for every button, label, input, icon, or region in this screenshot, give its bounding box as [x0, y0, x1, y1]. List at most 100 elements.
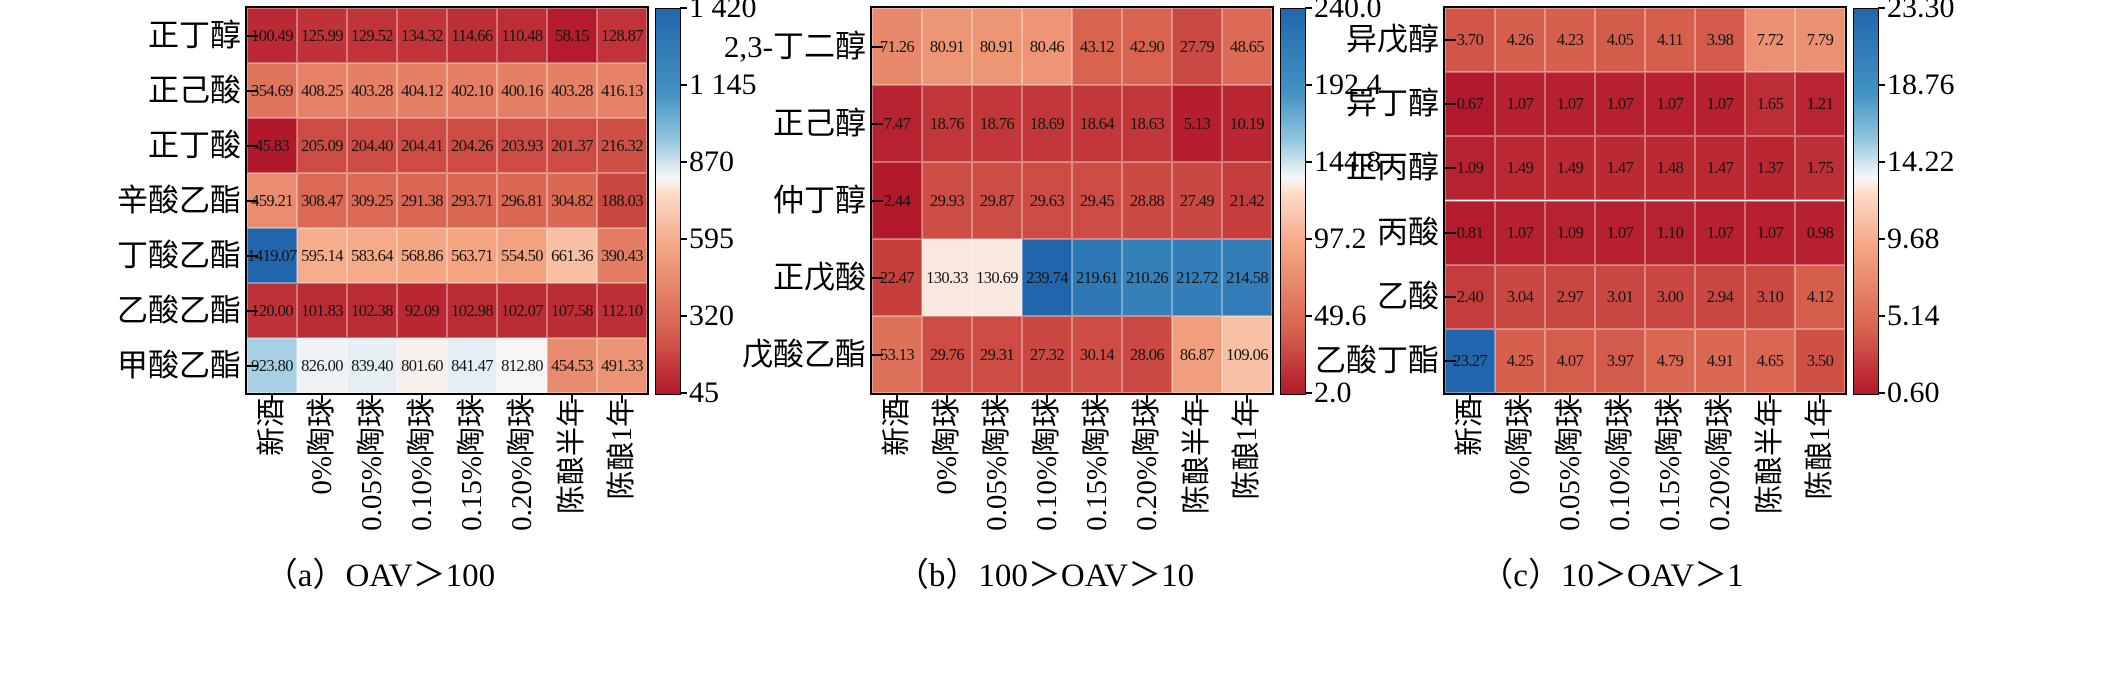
heatmap-cell: 27.79 — [1172, 8, 1222, 85]
heatmap-cell: 239.74 — [1022, 239, 1072, 316]
y-axis-tick — [1445, 231, 1456, 234]
heatmap-cell-value: 7.47 — [883, 113, 911, 133]
heatmap-cell: 27.32 — [1022, 316, 1072, 393]
heatmap-cell-value: 18.69 — [1029, 113, 1065, 133]
x-axis-tick — [1569, 394, 1571, 403]
heatmap-cell-value: 0.67 — [1456, 94, 1484, 114]
heatmap-grid-c: 3.70 4.26 4.23 4.05 4.11 3.98 7.72 7.79 0.67 1.07… — [1443, 6, 1847, 395]
heatmap-cell: 1.07 — [1695, 200, 1745, 265]
heatmap-cell-value: 86.87 — [1179, 344, 1215, 364]
colorbar-tick — [1305, 238, 1312, 240]
heatmap-cell-value: 1.21 — [1806, 94, 1834, 114]
heatmap-cell: 1.49 — [1495, 136, 1545, 201]
heatmap-cell-value: 101.83 — [301, 300, 343, 320]
heatmap-cell-value: 1.07 — [1606, 94, 1634, 114]
heatmap-cell-value: 205.09 — [301, 135, 343, 155]
colorbar-tick-label: 320 — [689, 299, 734, 332]
heatmap-cell: 29.76 — [922, 316, 972, 393]
heatmap-cell: 29.87 — [972, 162, 1022, 239]
x-axis-label: 陈酿1年 — [1804, 398, 1836, 500]
heatmap-cell-value: 29.45 — [1079, 190, 1115, 210]
colorbar-tick — [1878, 315, 1885, 317]
heatmap-cell: 1.07 — [1595, 200, 1645, 265]
heatmap-cell-value: 1.65 — [1756, 94, 1784, 114]
colorbar-tick-label: 49.6 — [1314, 299, 1367, 332]
heatmap-cell: 28.88 — [1122, 162, 1172, 239]
heatmap-cell-value: 18.76 — [929, 113, 965, 133]
heatmap-cell-value: 4.12 — [1806, 286, 1834, 306]
x-axis-label: 0.10%陶球 — [1604, 398, 1636, 531]
heatmap-cell-value: 29.63 — [1029, 190, 1065, 210]
heatmap-cell: 216.32 — [597, 118, 647, 173]
heatmap-cell-value: 4.26 — [1506, 30, 1534, 50]
colorbar-tick-label: 9.68 — [1887, 222, 1940, 255]
heatmap-cell: 1.48 — [1645, 136, 1695, 201]
heatmap-cell-value: 210.26 — [1126, 267, 1168, 287]
x-axis-label: 0.15%陶球 — [1081, 398, 1113, 531]
heatmap-cell: 212.72 — [1172, 239, 1222, 316]
heatmap-cell-value: 400.16 — [501, 80, 543, 100]
colorbar-tick-label: 0.60 — [1887, 376, 1940, 409]
x-axis-tick — [621, 394, 623, 403]
heatmap-cell-value: 100.49 — [251, 25, 293, 45]
heatmap-cell-value: 188.03 — [601, 190, 643, 210]
heatmap-cell-value: 291.38 — [401, 190, 443, 210]
colorbar-tick — [680, 7, 687, 9]
heatmap-cell: 112.10 — [597, 283, 647, 338]
heatmap-cell: 309.25 — [347, 173, 397, 228]
colorbar-tick — [680, 392, 687, 394]
heatmap-cell: 18.76 — [922, 85, 972, 162]
y-axis-label: 正丁酸 — [148, 128, 241, 163]
heatmap-cell: 30.14 — [1072, 316, 1122, 393]
heatmap-cell-value: 812.80 — [501, 355, 543, 375]
heatmap-cell-value: 7.72 — [1756, 30, 1784, 50]
heatmap-cell-value: 120.00 — [251, 300, 293, 320]
x-axis-label: 0.05%陶球 — [981, 398, 1013, 531]
heatmap-cell-value: 102.07 — [501, 300, 543, 320]
heatmap-cell-value: 841.47 — [451, 355, 493, 375]
heatmap-cell-value: 3.97 — [1606, 350, 1634, 370]
heatmap-cell-value: 1.07 — [1706, 222, 1734, 242]
heatmap-cell: 3.97 — [1595, 328, 1645, 393]
y-axis-tick — [872, 122, 883, 125]
x-axis-tick — [521, 394, 523, 403]
heatmap-cell: 86.87 — [1172, 316, 1222, 393]
heatmap-cell-value: 1.47 — [1706, 158, 1734, 178]
y-axis-label: 2,3-丁二醇 — [723, 29, 866, 64]
heatmap-cell-value: 204.41 — [401, 135, 443, 155]
heatmap-cell-value: 3.10 — [1756, 286, 1784, 306]
heatmap-cell-value: 1.49 — [1506, 158, 1534, 178]
x-axis-tick — [1196, 394, 1198, 403]
heatmap-cell: 1.07 — [1545, 72, 1595, 137]
heatmap-cell-value: 402.10 — [451, 80, 493, 100]
y-axis-tick — [247, 364, 258, 367]
heatmap-cell: 219.61 — [1072, 239, 1122, 316]
heatmap-cell-value: 1.07 — [1606, 222, 1634, 242]
heatmap-cell-value: 28.88 — [1129, 190, 1165, 210]
heatmap-cell-value: 2.40 — [1456, 286, 1484, 306]
heatmap-cell: 568.86 — [397, 228, 447, 283]
heatmap-cell: 80.46 — [1022, 8, 1072, 85]
colorbar-tick-label: 5.14 — [1887, 299, 1940, 332]
colorbar-tick — [1878, 84, 1885, 86]
heatmap-cell: 402.10 — [447, 63, 497, 118]
heatmap-cell-value: 1.37 — [1756, 158, 1784, 178]
heatmap-cell-value: 48.65 — [1229, 36, 1265, 56]
heatmap-cell-value: 4.65 — [1756, 350, 1784, 370]
x-axis-tick — [1046, 394, 1048, 403]
y-axis-label: 丁酸乙酯 — [117, 238, 241, 273]
y-axis-label: 正己醇 — [773, 106, 866, 141]
heatmap-cell: 4.79 — [1645, 328, 1695, 393]
heatmap-cell: 4.12 — [1795, 264, 1845, 329]
colorbar-tick-label: 45 — [689, 376, 719, 409]
heatmap-cell-value: 58.15 — [554, 25, 590, 45]
heatmap-cell: 27.49 — [1172, 162, 1222, 239]
y-axis-tick — [872, 276, 883, 279]
x-axis-tick — [1519, 394, 1521, 403]
x-axis-tick — [996, 394, 998, 403]
heatmap-cell: 1.10 — [1645, 200, 1695, 265]
heatmap-cell-value: 459.21 — [251, 190, 293, 210]
x-axis-tick — [1246, 394, 1248, 403]
heatmap-cell: 293.71 — [447, 173, 497, 228]
heatmap-cell: 22.47 — [872, 239, 922, 316]
